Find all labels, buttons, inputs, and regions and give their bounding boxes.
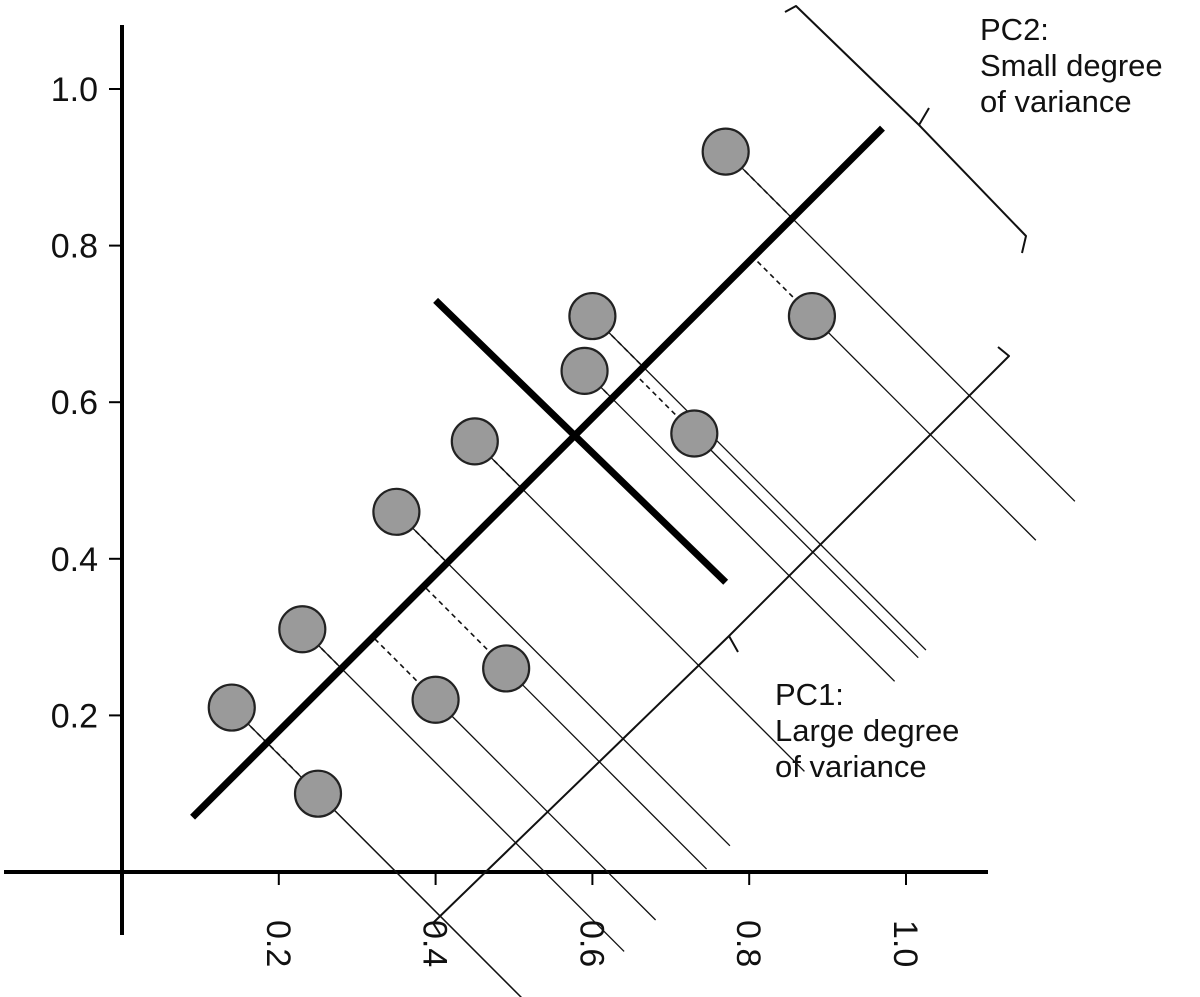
pc1-projection-solid (693, 433, 919, 659)
y-tick-label: 1.0 (51, 71, 98, 109)
data-point (560, 346, 609, 395)
data-point (207, 683, 256, 732)
pc1-projection-solid (591, 315, 927, 651)
data-point (568, 291, 617, 341)
x-tick-label: 0.8 (729, 920, 767, 967)
data-point (278, 605, 327, 654)
data-point (701, 127, 750, 176)
data-point (293, 769, 343, 818)
pc2-annotation-line: PC2: (980, 12, 1049, 47)
pc1-projection-solid (584, 370, 896, 682)
x-tick-label: 0.4 (416, 920, 454, 967)
y-tick-label: 0.6 (51, 384, 98, 422)
pc1-projection-solid (811, 315, 1037, 541)
pc1-projection-solid (395, 511, 731, 847)
pc1-annotation-line: PC1: (775, 677, 844, 712)
pc2-annotation-line: of variance (980, 84, 1132, 119)
data-point (787, 291, 837, 341)
axes (4, 25, 988, 935)
data-point (411, 675, 460, 724)
x-tick-label: 0.2 (259, 920, 297, 967)
y-tick-label: 0.8 (51, 228, 98, 266)
x-tick-label: 1.0 (886, 920, 924, 967)
pc1-projection-solid (474, 440, 805, 772)
principal-component-axes (190, 125, 885, 820)
pc2-bracket (784, 5, 1027, 254)
pc2-annotation-line: Small degree (980, 48, 1163, 83)
pc1-projection-solid (317, 793, 522, 997)
y-tick-label: 0.2 (51, 697, 98, 735)
x-tick-label: 0.6 (572, 920, 610, 967)
pc1-bracket (432, 346, 1010, 935)
pc2-axis-line (433, 297, 729, 585)
variance-brackets (432, 5, 1027, 935)
data-points (207, 127, 837, 818)
pc1-projection-solid (301, 628, 625, 952)
data-point (372, 487, 421, 536)
pc1-annotation-line: Large degree (775, 713, 959, 748)
y-tick-label: 0.4 (51, 541, 98, 579)
pc1-projection-solid (435, 699, 657, 921)
tick-labels: 0.2 0.4 0.6 0.8 1.0 0.2 0.4 0.6 0.8 1.0 (51, 71, 924, 967)
pc1-projection-solid (505, 667, 708, 870)
data-point (482, 644, 531, 693)
pc1-axis-line (190, 125, 885, 820)
pc1-projection-dashed (372, 636, 437, 701)
data-point (670, 409, 719, 458)
data-point (450, 417, 499, 466)
pc1-annotation-line: of variance (775, 749, 927, 784)
pc1-projection-solid (725, 151, 1076, 502)
